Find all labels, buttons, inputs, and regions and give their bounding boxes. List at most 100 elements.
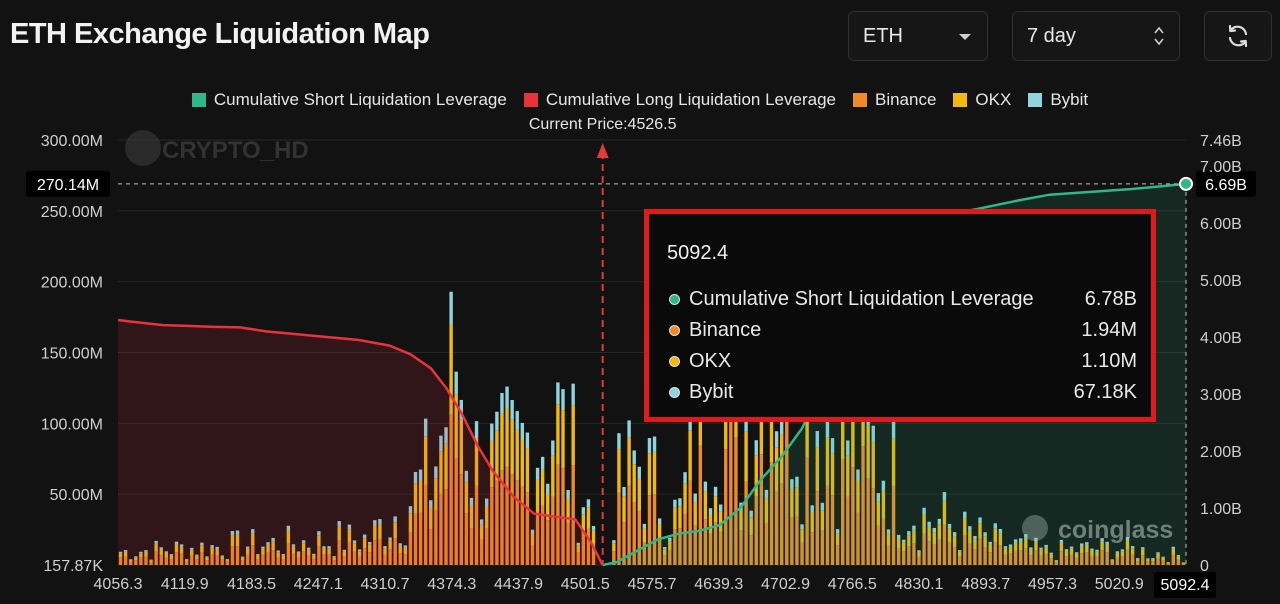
liquidation-bar [795, 516, 799, 565]
liquidation-bar [657, 524, 662, 540]
liquidation-bar [581, 507, 586, 515]
liquidation-bar [149, 562, 153, 565]
liquidation-bar [281, 554, 285, 556]
liquidation-bar [881, 480, 886, 491]
liquidation-bar [347, 524, 352, 530]
x-tick-label: 4501.5 [561, 576, 610, 593]
liquidation-bar [1029, 549, 1033, 556]
liquidation-bar [1029, 547, 1033, 550]
liquidation-bar [479, 519, 484, 525]
liquidation-bar [439, 451, 443, 494]
liquidation-bar [235, 534, 240, 547]
liquidation-bar [795, 476, 799, 488]
liquidation-bar [1019, 541, 1023, 551]
liquidation-bar [851, 408, 855, 468]
liquidation-bar [703, 519, 708, 565]
liquidation-bar [1151, 561, 1155, 565]
liquidation-bar [530, 533, 535, 546]
liquidation-bar [134, 556, 138, 558]
liquidation-bar [886, 545, 891, 565]
liquidation-bar [1064, 551, 1069, 557]
liquidation-bar [159, 547, 163, 550]
liquidation-bar [657, 518, 662, 525]
legend-item[interactable]: Binance [852, 90, 936, 110]
liquidation-bar [612, 543, 616, 552]
liquidation-bar [678, 528, 682, 565]
liquidation-bar [774, 431, 779, 448]
liquidation-bar [276, 550, 280, 553]
liquidation-bar [1095, 549, 1099, 552]
liquidation-bar [1090, 555, 1094, 565]
liquidation-bar [825, 420, 830, 438]
liquidation-bar [1176, 556, 1181, 560]
liquidation-bar [968, 526, 972, 531]
liquidation-bar [1049, 554, 1053, 559]
liquidation-bar [647, 453, 652, 496]
hover-point [1179, 176, 1193, 191]
tooltip-label: OKX [689, 350, 732, 372]
refresh-button[interactable] [1204, 11, 1272, 61]
liquidation-bar [556, 404, 560, 465]
liquidation-bar [576, 552, 580, 565]
liquidation-bar [561, 410, 565, 469]
legend-item[interactable]: Cumulative Short Liquidation Leverage [191, 90, 507, 110]
legend-swatch [953, 93, 968, 107]
liquidation-bar [495, 480, 499, 565]
liquidation-bar [835, 529, 840, 534]
liquidation-bar [581, 533, 586, 565]
liquidation-bar [1156, 552, 1160, 554]
y-left-tick-label: 300.00M [41, 133, 103, 150]
liquidation-bar [652, 436, 657, 452]
liquidation-bar [281, 555, 285, 559]
liquidation-bar [322, 546, 326, 549]
liquidation-bar [129, 561, 133, 565]
legend-item[interactable]: OKX [953, 90, 1011, 110]
liquidation-bar [1080, 545, 1084, 554]
coin-select-value: ETH [863, 25, 903, 47]
y-left-hover-badge [26, 170, 110, 197]
liquidation-bar [973, 549, 977, 565]
liquidation-bar [500, 392, 504, 414]
liquidation-bar [632, 464, 636, 503]
liquidation-bar [490, 487, 494, 565]
liquidation-bar [388, 537, 392, 541]
tooltip-dot [669, 325, 680, 336]
liquidation-bar [1095, 556, 1099, 565]
liquidation-bar [790, 479, 794, 490]
legend-item[interactable]: Cumulative Long Liquidation Leverage [523, 90, 836, 110]
legend-item[interactable]: Bybit [1028, 90, 1088, 110]
liquidation-bar [423, 436, 428, 485]
tooltip-row: OKX 1.10M [667, 349, 1137, 375]
liquidation-bar [251, 545, 255, 565]
liquidation-bar [1171, 548, 1175, 555]
liquidation-bar [1110, 561, 1114, 565]
liquidation-bar [271, 550, 275, 565]
liquidation-bar [251, 533, 255, 546]
liquidation-bar [1054, 560, 1059, 563]
x-tick-label: 4056.3 [94, 576, 143, 593]
liquidation-bar [256, 555, 260, 560]
liquidation-bar [957, 550, 962, 552]
liquidation-bar [378, 519, 382, 525]
liquidation-bar [947, 523, 952, 529]
liquidation-bar [932, 527, 936, 533]
liquidation-bar [876, 493, 881, 502]
liquidation-bar [418, 480, 423, 513]
legend-swatch [1028, 93, 1043, 107]
liquidation-bar [769, 401, 774, 463]
liquidation-bar [495, 430, 499, 481]
liquidation-bar [281, 558, 285, 565]
hover-tooltip: 5092.4 Cumulative Short Liquidation Leve… [644, 209, 1156, 422]
liquidation-bar [1181, 563, 1186, 565]
liquidation-bar [1130, 554, 1135, 565]
liquidation-bar [368, 541, 372, 545]
liquidation-bar [1181, 562, 1186, 564]
liquidation-bar [779, 416, 784, 435]
coin-select[interactable]: ETH [848, 11, 988, 61]
liquidation-bar [1024, 534, 1028, 538]
liquidation-bar [535, 479, 540, 512]
tooltip-dot [669, 387, 680, 398]
liquidation-bar [764, 489, 769, 499]
range-select[interactable]: 7 day [1012, 11, 1180, 61]
liquidation-bar [317, 535, 321, 547]
